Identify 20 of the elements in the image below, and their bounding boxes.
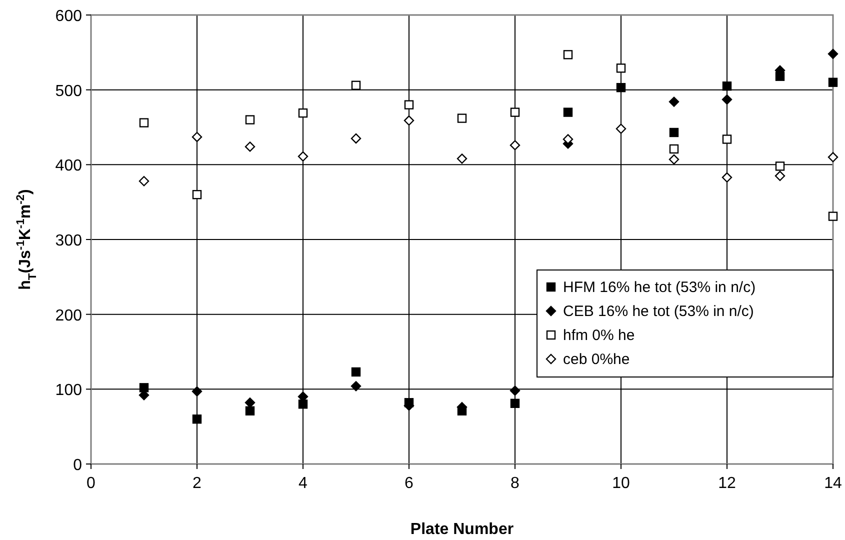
- x-tick-label: 0: [86, 475, 96, 492]
- legend-label: CEB 16% he tot (53% in n/c): [563, 303, 754, 320]
- legend-label: ceb 0%he: [563, 351, 630, 368]
- x-tick-label: 4: [298, 475, 308, 492]
- y-tick-label: 0: [73, 457, 82, 474]
- x-tick-label: 12: [718, 475, 736, 492]
- legend-label: hfm 0% he: [563, 327, 635, 344]
- x-tick-label: 2: [192, 475, 202, 492]
- x-tick-label: 6: [404, 475, 414, 492]
- x-axis-title: Plate Number: [410, 521, 514, 538]
- y-tick-label: 300: [55, 232, 82, 250]
- y-tick-label: 100: [55, 382, 82, 400]
- y-tick-label: 600: [55, 8, 82, 25]
- y-tick-label: 400: [55, 158, 82, 175]
- y-tick-label: 500: [55, 82, 82, 100]
- legend-label: HFM 16% he tot (53% in n/c): [563, 279, 756, 296]
- x-tick-label: 10: [612, 475, 630, 492]
- x-tick-label: 14: [824, 475, 842, 492]
- x-tick-label: 8: [510, 475, 520, 492]
- y-tick-label: 200: [55, 307, 82, 324]
